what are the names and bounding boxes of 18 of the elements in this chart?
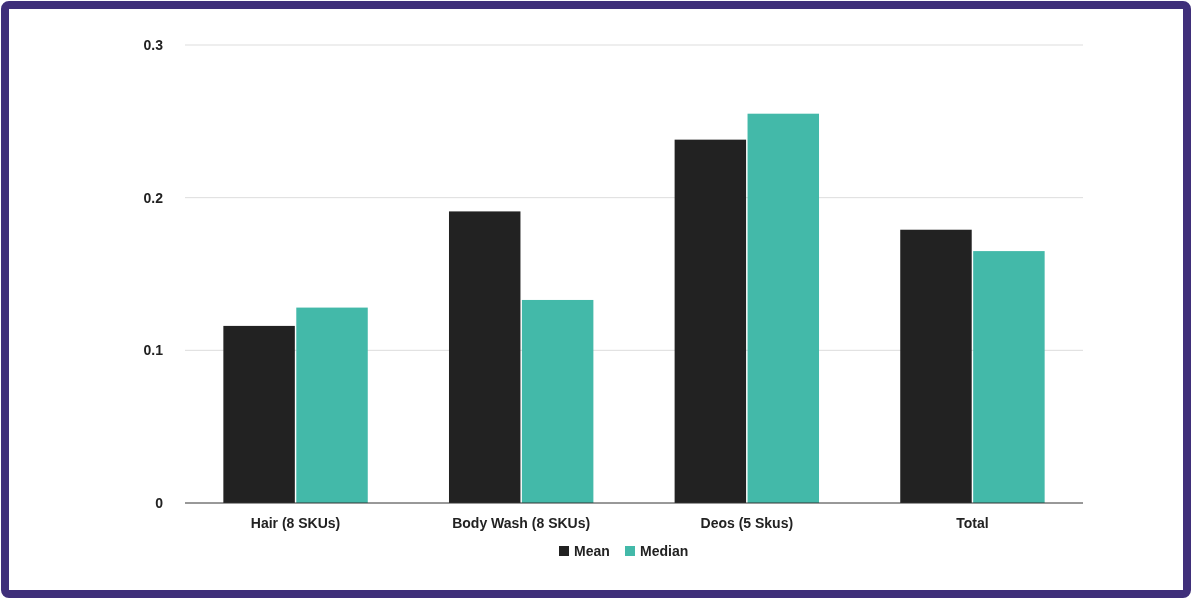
bar — [973, 251, 1045, 503]
y-tick-label: 0.3 — [143, 36, 164, 53]
x-tick-label: Hair (8 SKUs) — [250, 514, 341, 531]
bar — [747, 113, 820, 503]
legend-label: Mean — [574, 542, 610, 559]
bar — [223, 325, 295, 503]
bar — [900, 229, 972, 503]
y-tick-label: 0 — [155, 494, 164, 511]
y-tick-label: 0.2 — [143, 189, 164, 206]
x-tick-label: Deos (5 Skus) — [700, 514, 794, 531]
bar — [521, 299, 594, 503]
y-tick-label: 0.1 — [143, 342, 164, 359]
legend-label: Median — [640, 542, 689, 559]
bar — [448, 211, 521, 503]
x-tick-label: Body Wash (8 SKUs) — [452, 514, 591, 531]
bar — [296, 307, 368, 503]
bar — [674, 139, 747, 503]
x-tick-label: Total — [956, 514, 989, 531]
